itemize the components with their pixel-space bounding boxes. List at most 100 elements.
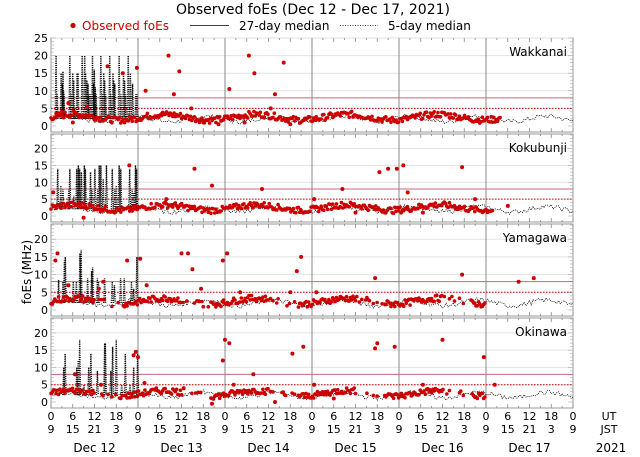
median-5day-peak [122, 80, 127, 119]
observed-point [103, 204, 108, 209]
observed-point [226, 393, 231, 398]
observed-point [138, 296, 142, 301]
jst-tick-label: 15 [240, 423, 254, 436]
day-label: Dec 16 [421, 441, 463, 455]
observed-point [91, 204, 95, 209]
median-5day-peak [109, 94, 113, 119]
observed-point [377, 170, 382, 175]
observed-point [221, 298, 226, 302]
observed-point [366, 208, 371, 212]
observed-point [261, 387, 265, 392]
observed-point [186, 251, 190, 256]
median-5day-peak [69, 94, 73, 119]
jst-tick-label: 3 [461, 423, 468, 436]
observed-point [92, 297, 96, 302]
observed-point [120, 71, 125, 76]
observed-point [126, 119, 131, 123]
median-5day-peak [132, 288, 136, 303]
observed-point [153, 205, 157, 210]
observed-point [201, 120, 206, 125]
observed-point [209, 211, 213, 215]
jst-tick-label: 15 [501, 423, 515, 436]
observed-point [178, 111, 183, 116]
observed-point [70, 113, 75, 118]
observed-point [91, 114, 95, 119]
observed-point [136, 389, 141, 393]
median-5day-peak [93, 168, 97, 210]
median-5day-peak [101, 178, 105, 210]
jst-tick-label: 21 [175, 423, 189, 436]
observed-point [462, 204, 467, 209]
observed-point [371, 393, 376, 398]
legend: Observed foEs 27-day median 5-day median [70, 19, 471, 33]
median-5day-peak [132, 367, 136, 396]
median-5day-peak [130, 83, 135, 119]
observed-point [249, 293, 254, 298]
observed-point [451, 116, 456, 120]
observed-point [323, 297, 327, 302]
median-5day-peak [95, 370, 100, 396]
observed-point [432, 299, 437, 304]
observed-point [335, 388, 340, 392]
observed-point [394, 166, 399, 171]
panel-wakkanai: 0 5 10 15 20 25 Wakkanai [34, 32, 574, 133]
observed-point [391, 396, 396, 401]
observed-point [308, 209, 312, 213]
observed-point [81, 215, 86, 220]
observed-point [160, 205, 165, 209]
observed-point [445, 392, 449, 396]
observed-point [372, 207, 377, 212]
observed-point [200, 299, 204, 304]
median-5day-peak [89, 353, 93, 396]
observed-point [459, 389, 463, 393]
observed-point [138, 256, 143, 261]
observed-point [384, 302, 388, 307]
observed-point [253, 114, 258, 118]
observed-point [318, 301, 322, 305]
observed-point [492, 382, 497, 387]
y-tick-label: 15 [34, 344, 48, 357]
median-5day-peak [136, 353, 140, 396]
observed-point [61, 202, 66, 206]
observed-point [77, 294, 81, 298]
year-label: 2021 [596, 441, 627, 455]
observed-point [495, 119, 500, 124]
observed-point [192, 115, 197, 119]
observed-point [453, 113, 458, 117]
observed-point [447, 115, 452, 120]
observed-point [239, 206, 244, 211]
observed-point [367, 299, 372, 303]
observed-point [312, 197, 317, 202]
observed-point [473, 301, 477, 305]
median-5day-peak [123, 353, 127, 396]
day-label: Dec 14 [247, 441, 289, 455]
observed-point [460, 165, 465, 170]
observed-point [207, 121, 212, 125]
observed-point [450, 294, 454, 299]
observed-point [475, 304, 480, 308]
y-tick-label: 20 [34, 327, 48, 340]
observed-point [396, 120, 401, 124]
observed-point [305, 304, 310, 309]
median-5day-peak [126, 55, 130, 119]
observed-point [96, 203, 100, 208]
observed-point [56, 295, 61, 299]
observed-point [408, 303, 412, 307]
day-label: Dec 12 [73, 441, 115, 455]
observed-point [81, 113, 86, 118]
observed-point [144, 114, 148, 118]
observed-point [285, 304, 289, 308]
median-5day-peak [56, 168, 60, 210]
y-tick-label: 5 [41, 102, 48, 115]
observed-point [176, 296, 180, 300]
jst-tick-label: 9 [309, 423, 316, 436]
observed-point [447, 200, 452, 205]
observed-point [262, 201, 267, 205]
observed-point [473, 197, 478, 202]
observed-point [262, 116, 267, 120]
observed-point [61, 115, 66, 120]
day-label: Dec 17 [508, 441, 550, 455]
median-5day-peak [112, 285, 117, 303]
observed-point [294, 210, 298, 215]
